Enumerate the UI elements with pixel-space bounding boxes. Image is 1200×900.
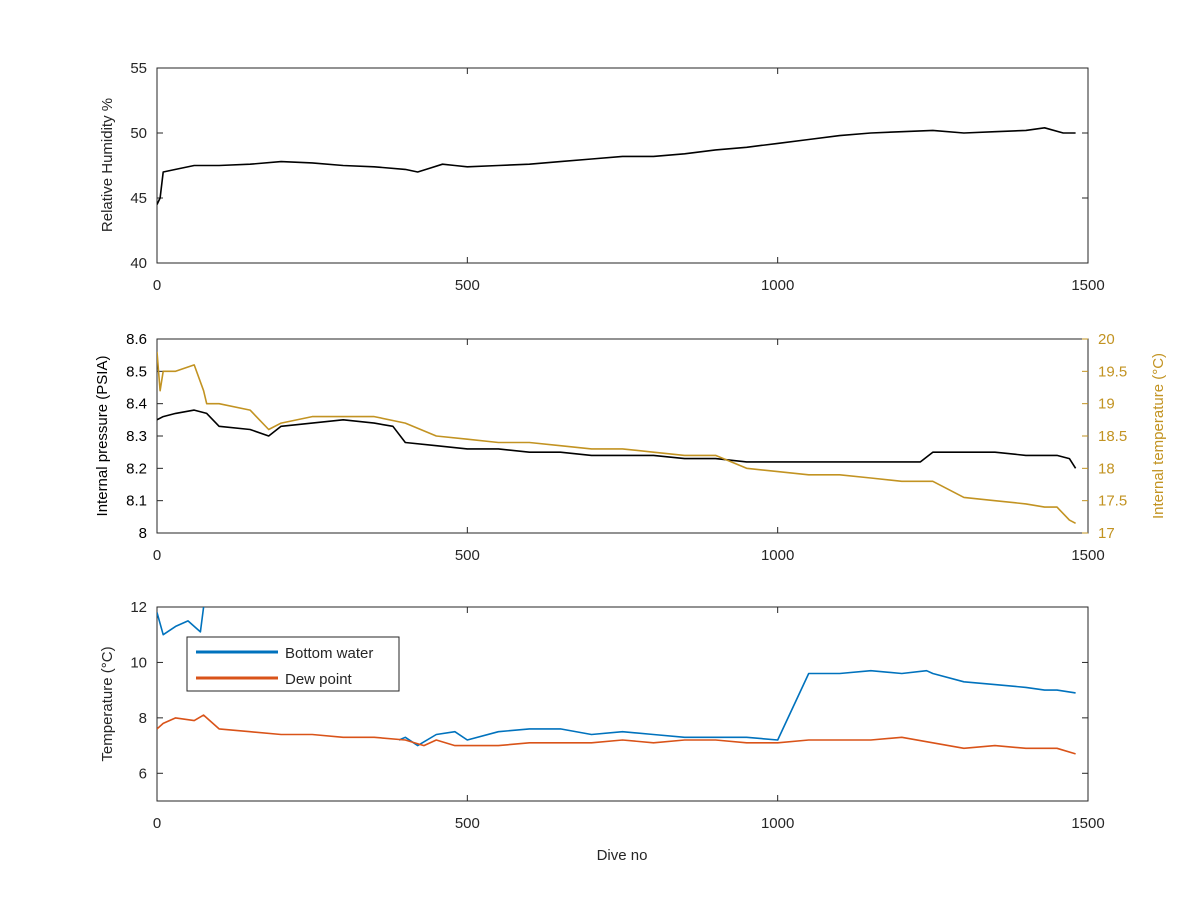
pressure-temperature-panel: 0 500 1000 1500 8 8.1 8.2 8.3 8.4 8.5 8.6 17 17.5 18 1… <box>94 331 1167 564</box>
y-right-tick-label: 19.5 <box>1098 363 1127 380</box>
x-tick-label: 1500 <box>1071 277 1104 294</box>
y-right-tick-label: 18.5 <box>1098 428 1127 445</box>
y-right-tick-label: 18 <box>1098 460 1115 477</box>
x-tick-label: 0 <box>153 815 161 832</box>
y-tick-label: 12 <box>130 599 147 616</box>
legend-label-bottom-water: Bottom water <box>285 645 373 662</box>
y-tick-label: 8.6 <box>126 331 147 348</box>
y-tick-label: 6 <box>139 765 147 782</box>
y-tick-label: 50 <box>130 125 147 142</box>
series-1-line <box>157 351 1076 525</box>
legend-box <box>186 636 400 692</box>
x-tick-label: 1000 <box>761 277 794 294</box>
x-tick-label: 1500 <box>1071 815 1104 832</box>
legend: Bottom water Dew point <box>186 636 400 692</box>
bottom-water-line <box>157 607 205 636</box>
y-tick-label: 40 <box>130 255 147 272</box>
humidity-series <box>157 127 1076 205</box>
y-right-tick-label: 17 <box>1098 525 1115 542</box>
y-right-tick-label: 17.5 <box>1098 493 1127 510</box>
temperature-ticks: 0 500 1000 1500 6 8 10 12 <box>130 599 1104 832</box>
x-tick-label: 500 <box>455 547 480 564</box>
pressure-y-axis-label: Internal pressure (PSIA) <box>94 356 111 517</box>
y-tick-label: 45 <box>130 190 147 207</box>
y-tick-label: 8 <box>139 710 147 727</box>
x-axis-label: Dive no <box>597 847 648 864</box>
x-tick-label: 500 <box>455 815 480 832</box>
y-right-tick-label: 19 <box>1098 396 1115 413</box>
series-0-line <box>157 409 1077 469</box>
pressure-temperature-series <box>157 351 1077 525</box>
y-tick-label: 55 <box>130 60 147 77</box>
legend-label-dew-point: Dew point <box>285 671 353 688</box>
temperature-plot-area <box>156 606 1089 802</box>
x-tick-label: 1000 <box>761 815 794 832</box>
x-tick-label: 500 <box>455 277 480 294</box>
x-tick-label: 0 <box>153 547 161 564</box>
y-tick-label: 8 <box>139 525 147 542</box>
y-tick-label: 8.1 <box>126 493 147 510</box>
x-tick-label: 1000 <box>761 547 794 564</box>
dew-point-line <box>157 714 1076 755</box>
series-0-line <box>157 127 1076 205</box>
internal-temperature-y-axis-label: Internal temperature (°C) <box>1150 353 1167 519</box>
y-tick-label: 8.4 <box>126 396 147 413</box>
humidity-ticks: 0 500 1000 1500 40 45 50 55 <box>130 60 1104 294</box>
y-tick-label: 8.3 <box>126 428 147 445</box>
y-tick-label: 10 <box>130 654 147 671</box>
temperature-panel: 0 500 1000 1500 6 8 10 12 Temperature (°C) Dive… <box>99 599 1105 864</box>
temperature-series <box>157 607 1076 755</box>
y-tick-label: 8.5 <box>126 363 147 380</box>
pressure-plot-area <box>156 338 1089 534</box>
x-tick-label: 1500 <box>1071 547 1104 564</box>
bottom-water-line <box>398 669 1076 747</box>
humidity-plot-area <box>156 67 1089 264</box>
y-right-tick-label: 20 <box>1098 331 1115 348</box>
humidity-y-axis-label: Relative Humidity % <box>99 98 116 232</box>
humidity-panel: 0 500 1000 1500 40 45 50 55 Relative Humidity % <box>99 60 1105 294</box>
temperature-y-axis-label: Temperature (°C) <box>99 646 116 761</box>
x-tick-label: 0 <box>153 277 161 294</box>
pressure-ticks: 0 500 1000 1500 8 8.1 8.2 8.3 8.4 8.5 8.6 17 17.5 18 1… <box>126 331 1127 564</box>
y-tick-label: 8.2 <box>126 460 147 477</box>
